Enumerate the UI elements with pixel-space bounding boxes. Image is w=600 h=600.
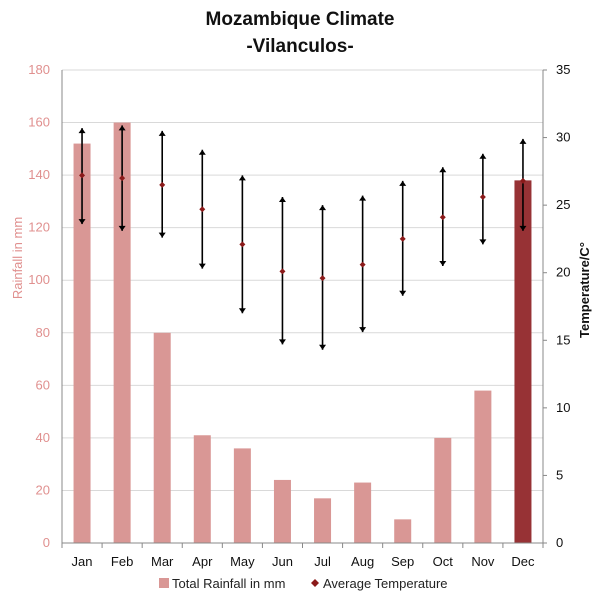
legend-swatch-rainfall	[159, 578, 169, 588]
rainfall-bar	[394, 519, 412, 543]
temperature-min-arrow	[479, 239, 487, 245]
rainfall-bar	[474, 390, 492, 543]
x-tick-label: Oct	[433, 554, 454, 569]
y-left-tick-label: 80	[36, 325, 50, 340]
y-right-tick-label: 20	[556, 265, 570, 280]
temperature-max-arrow	[238, 175, 246, 181]
temperature-min-arrow	[519, 225, 527, 231]
temperature-average-point	[399, 235, 406, 242]
rainfall-bar	[73, 143, 91, 544]
temperature-min-arrow	[439, 260, 447, 266]
y-left-tick-label: 140	[28, 167, 50, 182]
temperature-min-arrow	[118, 225, 126, 231]
temperature-average-point	[159, 181, 166, 188]
temperature-max-arrow	[118, 125, 126, 131]
temperature-max-arrow	[319, 205, 327, 211]
gridlines	[62, 69, 543, 491]
temperature-max-arrow	[439, 167, 447, 173]
temperature-average-point	[439, 214, 446, 221]
temperature-average-point	[239, 241, 246, 248]
y-left-tick-label: 60	[36, 377, 50, 392]
temperature-average-point	[479, 194, 486, 201]
temperature-ranges	[78, 125, 527, 350]
rainfall-bar	[193, 435, 211, 543]
x-tick-label: Apr	[192, 554, 213, 569]
rainfall-bar	[514, 180, 532, 543]
temperature-min-arrow	[238, 308, 246, 314]
temperature-average-point	[319, 275, 326, 282]
x-tick-label: Jun	[272, 554, 293, 569]
temperature-min-arrow	[319, 344, 327, 350]
temperature-max-arrow	[479, 153, 487, 159]
temperature-min-arrow	[399, 290, 407, 296]
y-right-tick-label: 35	[556, 62, 570, 77]
temperature-max-arrow	[399, 180, 407, 186]
chart-subtitle: -Vilanculos-	[246, 36, 353, 57]
temperature-max-arrow	[158, 130, 166, 136]
temperature-max-arrow	[78, 128, 86, 134]
y-left-tick-label: 160	[28, 115, 50, 130]
temperature-average-point	[279, 268, 286, 275]
temperature-average-point	[199, 206, 206, 213]
y-right-tick-label: 30	[556, 130, 570, 145]
temperature-max-arrow	[359, 195, 367, 201]
temperature-average-point	[79, 172, 86, 179]
rainfall-bar	[273, 479, 291, 543]
temperature-min-arrow	[78, 219, 86, 225]
x-tick-label: Jul	[314, 554, 331, 569]
legend-marker-temperature	[311, 579, 319, 587]
x-tick-label: Dec	[511, 554, 535, 569]
rainfall-bars	[73, 122, 532, 544]
rainfall-bar	[153, 332, 171, 543]
y-left-tick-label: 180	[28, 62, 50, 77]
rainfall-bar	[113, 122, 131, 544]
x-tick-label: Jan	[72, 554, 93, 569]
y-left-tick-label: 40	[36, 430, 50, 445]
y-left-tick-label: 20	[36, 482, 50, 497]
y-left-tick-label: 0	[43, 535, 50, 550]
y-right-tick-label: 5	[556, 467, 563, 482]
rainfall-bar	[233, 448, 251, 543]
rainfall-bar	[434, 437, 452, 543]
legend-label-temperature: Average Temperature	[323, 576, 448, 591]
x-tick-label: Mar	[151, 554, 174, 569]
chart-title: Mozambique Climate	[206, 9, 395, 30]
rainfall-bar	[354, 482, 372, 543]
y-right-tick-label: 10	[556, 400, 570, 415]
axes	[61, 69, 547, 548]
y-axis-right-label: Temperature/C°	[577, 242, 592, 338]
temperature-min-arrow	[359, 327, 367, 333]
y-right-tick-label: 0	[556, 535, 563, 550]
temperature-min-arrow	[158, 232, 166, 238]
x-tick-label: Aug	[351, 554, 374, 569]
y-right-tick-label: 25	[556, 197, 570, 212]
y-right-tick-label: 15	[556, 332, 570, 347]
temperature-min-arrow	[198, 263, 206, 269]
x-tick-label: Nov	[471, 554, 495, 569]
legend: Total Rainfall in mm Average Temperature	[159, 576, 448, 591]
temperature-average-point	[519, 177, 526, 184]
legend-label-rainfall: Total Rainfall in mm	[172, 576, 285, 591]
tick-labels: 0 20 40 60 80 100 120 140 160 180 0 5 10 15 20 25 30 35 Ja…	[28, 62, 570, 569]
temperature-average-point	[359, 261, 366, 268]
rainfall-bar	[314, 498, 332, 543]
temperature-max-arrow	[198, 149, 206, 155]
temperature-max-arrow	[278, 197, 286, 203]
temperature-max-arrow	[519, 138, 527, 144]
y-left-tick-label: 120	[28, 220, 50, 235]
x-tick-label: Sep	[391, 554, 414, 569]
temperature-average-point	[119, 175, 126, 182]
temperature-min-arrow	[278, 339, 286, 345]
y-left-tick-label: 100	[28, 272, 50, 287]
y-axis-left-label: Rainfall in mm	[10, 217, 25, 299]
x-tick-label: May	[230, 554, 255, 569]
x-tick-label: Feb	[111, 554, 133, 569]
